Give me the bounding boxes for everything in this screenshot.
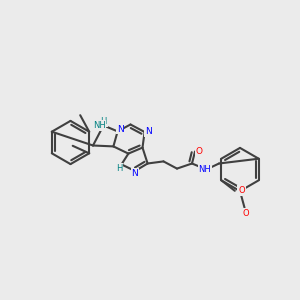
Text: O: O	[243, 209, 249, 218]
Text: N: N	[117, 124, 123, 134]
Text: NH: NH	[199, 165, 211, 174]
Text: NH: NH	[93, 121, 105, 130]
Text: H: H	[116, 164, 122, 172]
Text: O: O	[238, 186, 245, 195]
Text: N: N	[132, 169, 138, 178]
Text: O: O	[196, 147, 203, 156]
Text: N: N	[145, 128, 152, 136]
Text: H: H	[100, 117, 107, 126]
